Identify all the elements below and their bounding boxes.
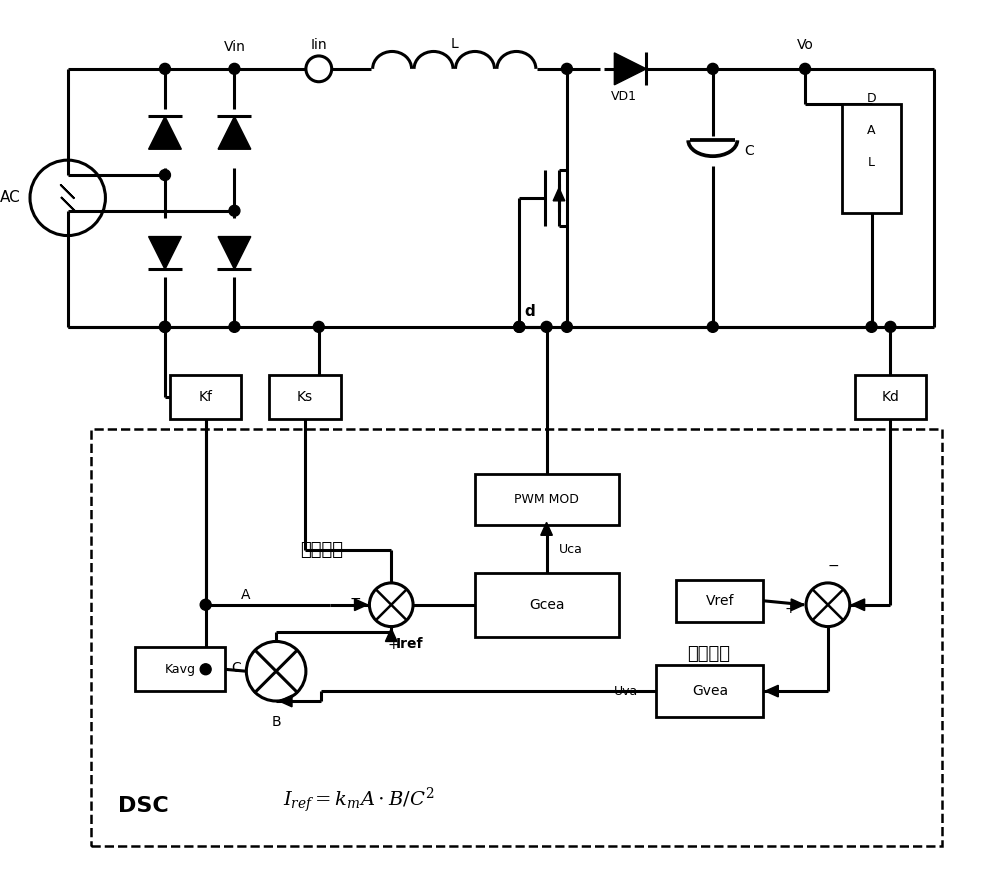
Circle shape [229,205,240,216]
Text: 电流内环: 电流内环 [300,541,343,559]
Text: L: L [450,37,458,51]
Polygon shape [765,685,778,697]
Polygon shape [218,237,251,270]
Polygon shape [385,628,397,641]
Text: $I_{ref} = k_m A \cdot B / C^2$: $I_{ref} = k_m A \cdot B / C^2$ [283,786,434,815]
Polygon shape [149,116,181,149]
Text: C: C [232,662,241,675]
Circle shape [200,663,211,675]
Polygon shape [553,188,565,201]
Text: Ks: Ks [297,390,313,404]
Bar [855,375,926,419]
Bar [475,474,619,525]
Text: +: + [387,639,399,653]
Circle shape [514,322,525,332]
Circle shape [707,322,718,332]
Circle shape [246,641,306,701]
Bar [135,648,225,691]
Polygon shape [614,53,646,85]
Text: Uva: Uva [614,685,638,698]
Text: D: D [867,93,876,105]
Bar [676,580,763,622]
Circle shape [561,322,572,332]
Text: DSC: DSC [118,796,169,816]
Circle shape [707,63,718,74]
Polygon shape [852,599,865,611]
Text: Kd: Kd [881,390,899,404]
Text: +: + [785,602,796,616]
Bar [475,573,619,638]
Circle shape [866,322,877,332]
Circle shape [160,169,170,181]
Bar [656,665,763,717]
Text: 电压外环: 电压外环 [687,646,730,663]
Text: Gvea: Gvea [692,684,728,698]
Text: C: C [745,144,754,159]
Text: Iin: Iin [310,38,327,52]
Text: L: L [868,156,875,168]
Bar [91,429,942,846]
Text: Vref: Vref [705,594,734,608]
Circle shape [800,63,811,74]
Text: A: A [867,124,876,137]
Circle shape [541,322,552,332]
Circle shape [369,583,413,626]
Circle shape [306,56,332,82]
Text: Iref: Iref [396,638,424,651]
Bar [170,375,241,419]
Text: d: d [524,305,535,320]
Polygon shape [149,237,181,270]
Text: Kavg: Kavg [164,663,195,676]
Circle shape [561,63,572,74]
Polygon shape [218,116,251,149]
Circle shape [806,583,850,626]
Bar [269,375,341,419]
Text: VD1: VD1 [610,90,636,103]
Text: Vin: Vin [224,40,245,54]
Text: −: − [350,592,361,606]
Text: B: B [271,714,281,729]
Circle shape [885,322,896,332]
Text: Uca: Uca [558,543,582,556]
Text: Vo: Vo [797,38,814,52]
Polygon shape [791,599,804,611]
Circle shape [160,322,170,332]
Circle shape [229,322,240,332]
Polygon shape [355,599,367,611]
Text: AC: AC [0,190,21,205]
Text: Kf: Kf [199,390,213,404]
Circle shape [313,322,324,332]
Text: −: − [827,559,839,573]
Text: Gcea: Gcea [529,598,564,612]
Text: A: A [240,588,250,602]
Circle shape [200,599,211,611]
Text: PWM MOD: PWM MOD [514,493,579,506]
Circle shape [160,322,170,332]
Circle shape [160,63,170,74]
Polygon shape [279,695,292,707]
Circle shape [229,63,240,74]
Polygon shape [541,522,552,536]
Bar [842,104,901,212]
Circle shape [514,322,525,332]
